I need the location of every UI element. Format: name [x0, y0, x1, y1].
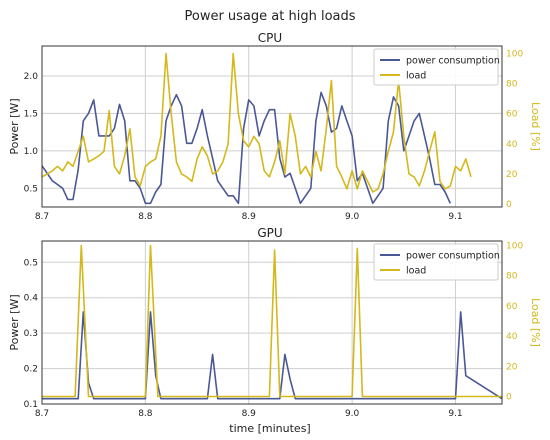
gpu-x-tick-label: 8.7: [35, 409, 49, 419]
gpu-y2-tick-label: 60: [506, 302, 518, 312]
x-axis-label: time [minutes]: [229, 422, 310, 435]
cpu-panel-title: CPU: [258, 31, 282, 45]
cpu-y-tick-label: 0.5: [24, 184, 38, 194]
gpu-x-tick-label: 9.0: [345, 409, 360, 419]
cpu-legend-label: load: [406, 71, 426, 82]
gpu-panel-title: GPU: [257, 226, 282, 240]
cpu-x-tick-label: 8.8: [138, 212, 153, 222]
cpu-y2-tick-label: 100: [506, 50, 523, 60]
gpu-y2-axis-label: Load [%]: [529, 298, 542, 347]
gpu-y-tick-label: 0.2: [24, 365, 38, 375]
cpu-panel: 0.5 1.0 1.5 2.0 0 20 40 60 80 100 8.7 8.8 8.9 9.0 9.1 P…: [8, 45, 542, 222]
cpu-x-tick-label: 8.7: [35, 212, 49, 222]
gpu-y-axis-label: Power [W]: [8, 294, 21, 350]
cpu-y-tick-label: 1.5: [24, 109, 38, 119]
gpu-power-line: [42, 311, 503, 400]
gpu-y-tick-label: 0.3: [24, 329, 38, 339]
gpu-y2-tick-label: 40: [506, 332, 518, 342]
cpu-x-tick-label: 8.9: [242, 212, 257, 222]
gpu-y-tick-label: 0.1: [24, 400, 38, 410]
figure-title: Power usage at high loads: [184, 9, 355, 24]
cpu-legend-box: [373, 48, 499, 86]
gpu-x-tick-label: 8.9: [242, 409, 257, 419]
cpu-y2-tick-label: 40: [506, 140, 518, 150]
gpu-y2-tick-label: 0: [506, 392, 512, 402]
gpu-load-line: [42, 244, 502, 398]
cpu-plot-frame: [41, 45, 503, 208]
cpu-power-line: [41, 91, 452, 205]
cpu-load-line: [41, 52, 472, 193]
gpu-x-tick-label: 9.1: [448, 409, 462, 419]
cpu-legend-label: power consumption: [406, 56, 500, 67]
gpu-y-tick-label: 0.5: [24, 258, 38, 268]
gpu-legend-label: load: [406, 266, 426, 277]
gpu-plot-frame: [41, 240, 503, 405]
gpu-legend-box: [373, 243, 499, 281]
cpu-y-tick-label: 2.0: [24, 72, 39, 82]
gpu-y2-tick-label: 20: [506, 362, 518, 372]
cpu-x-tick-label: 9.1: [448, 212, 462, 222]
cpu-y2-tick-label: 80: [506, 80, 518, 90]
cpu-y2-tick-label: 0: [506, 200, 512, 210]
gpu-legend-label: power consumption: [406, 251, 500, 262]
cpu-x-tick-label: 9.0: [345, 212, 360, 222]
cpu-y2-tick-label: 60: [506, 110, 518, 120]
gpu-x-tick-label: 8.8: [138, 409, 153, 419]
cpu-y2-axis-label: Load [%]: [529, 102, 542, 151]
gpu-panel: 0.1 0.2 0.3 0.4 0.5 0 20 40 60 80 100 8.7 8.8 8.9 9.0 9…: [8, 240, 542, 419]
cpu-y2-tick-label: 20: [506, 170, 518, 180]
gpu-y-tick-label: 0.4: [24, 294, 39, 304]
cpu-y-axis-label: Power [W]: [8, 98, 21, 154]
gpu-y2-tick-label: 80: [506, 272, 518, 282]
gpu-y2-tick-label: 100: [506, 242, 523, 252]
cpu-y-tick-label: 1.0: [24, 147, 39, 157]
